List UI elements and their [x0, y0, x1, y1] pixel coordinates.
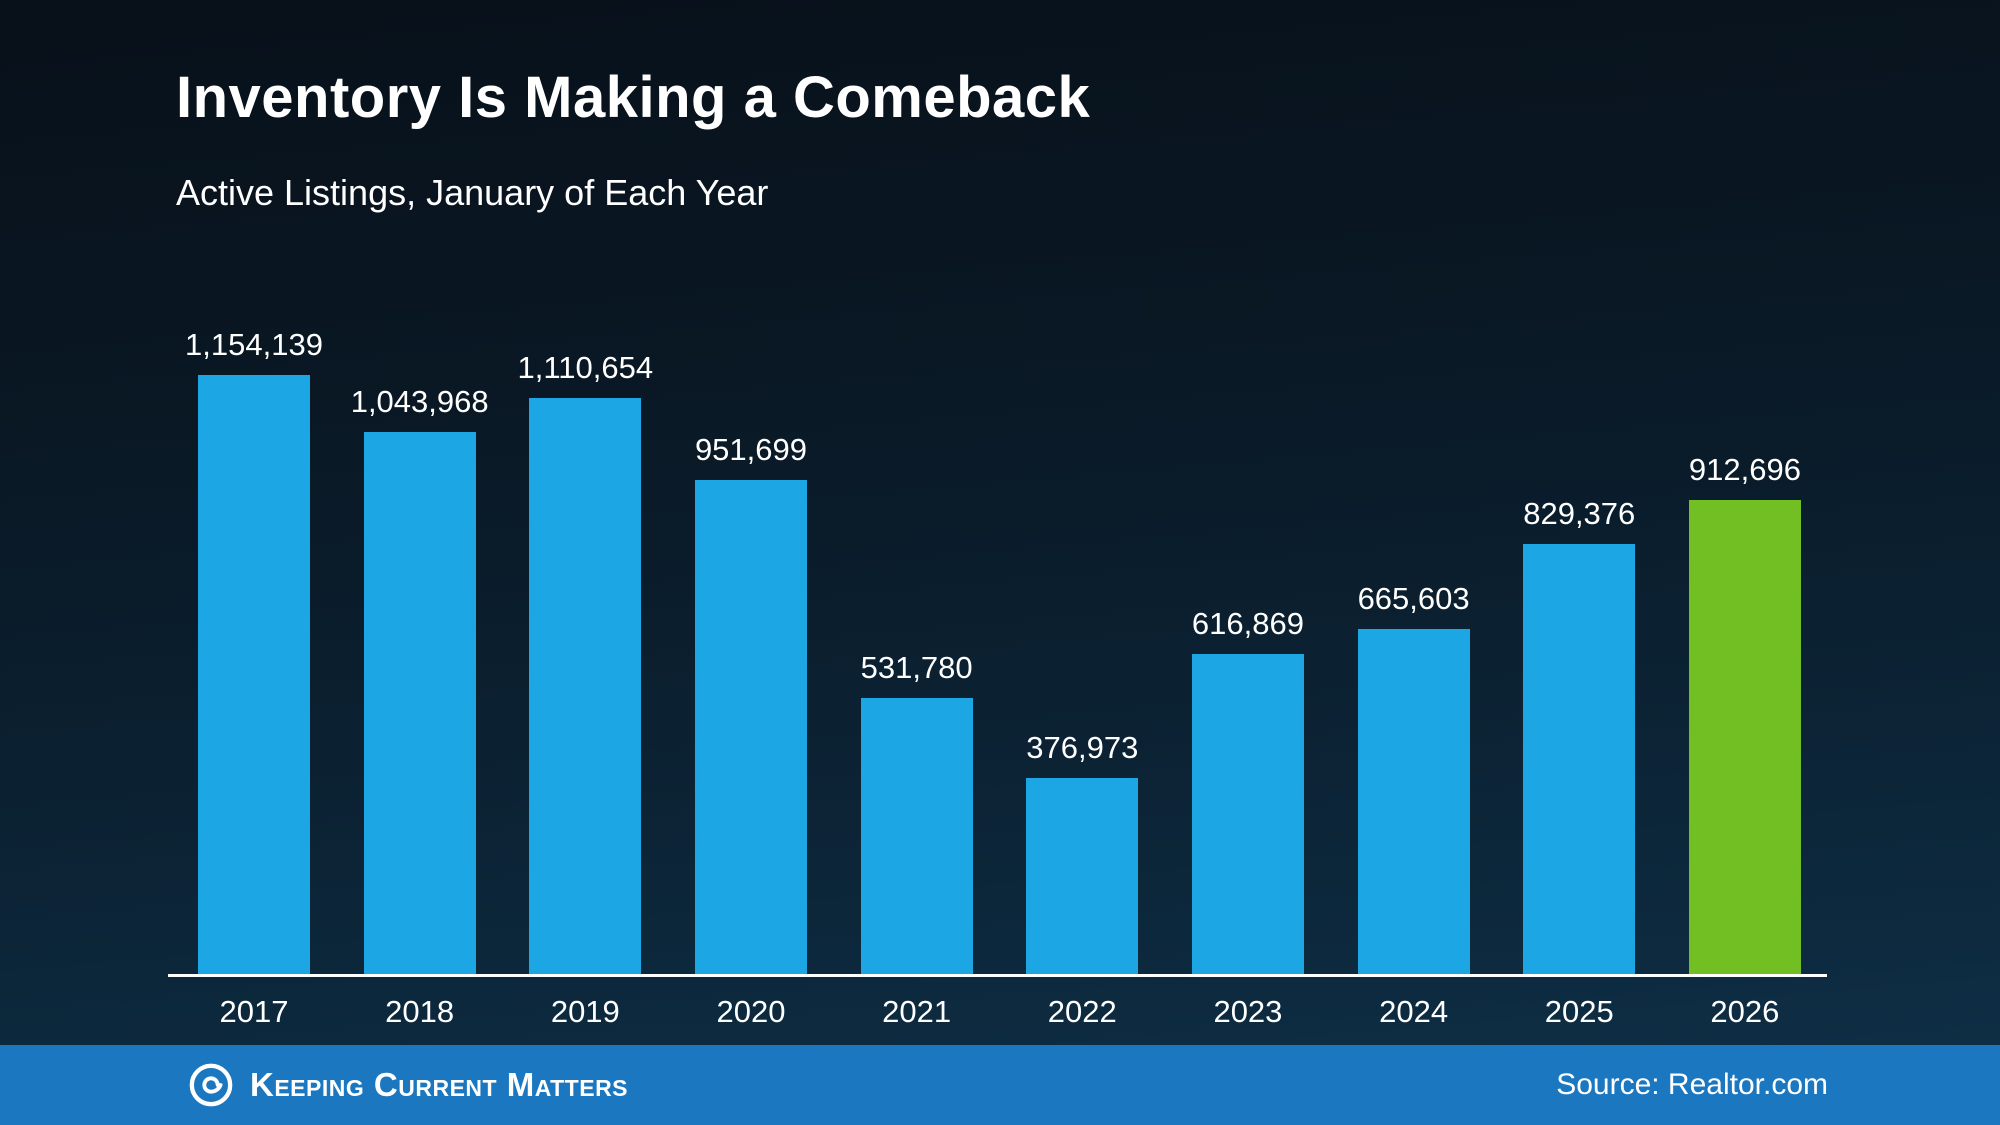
x-axis-label-2017: 2017: [219, 994, 289, 1029]
bar: [1523, 544, 1636, 974]
bar-group-2018: 1,043,968: [351, 384, 489, 974]
x-axis-label-2026: 2026: [1710, 994, 1780, 1029]
bar-value-label: 616,869: [1191, 606, 1304, 641]
bar-value-label: 665,603: [1357, 581, 1470, 616]
bar-group-2024: 665,603: [1358, 581, 1470, 974]
bar-group-2023: 616,869: [1192, 606, 1304, 974]
bar-group-2021: 531,780: [861, 650, 973, 974]
x-axis-line: [168, 974, 1827, 977]
bar-value-label: 829,376: [1523, 496, 1636, 531]
bar: [1357, 629, 1470, 974]
chart-subtitle: Active Listings, January of Each Year: [176, 172, 769, 213]
bar: [694, 480, 807, 974]
source-credit: Source: Realtor.com: [1556, 1068, 1828, 1101]
bar: [529, 398, 642, 974]
bar-value-label: 1,110,654: [517, 350, 654, 385]
x-axis-label-2019: 2019: [550, 994, 620, 1029]
x-axis-label-2020: 2020: [716, 994, 786, 1029]
x-axis-label-2024: 2024: [1379, 994, 1449, 1029]
bar-group-2017: 1,154,139: [185, 327, 323, 974]
x-axis-label-2025: 2025: [1544, 994, 1614, 1029]
bar: [198, 375, 310, 974]
page-title: Inventory Is Making a Comeback: [176, 65, 1091, 130]
bar-value-label: 531,780: [860, 650, 973, 685]
bar-value-label: 912,696: [1688, 452, 1801, 487]
x-axis-label-2021: 2021: [882, 994, 952, 1029]
bar-value-label: 1,154,139: [185, 327, 323, 362]
bar-value-label: 1,043,968: [350, 384, 489, 419]
bar-group-2025: 829,376: [1523, 496, 1635, 974]
bar-group-2022: 376,973: [1026, 730, 1138, 974]
bar: [363, 432, 476, 974]
footer-bar: Keeping Current Matters Source: Realtor.…: [0, 1045, 2000, 1125]
x-axis-label-2023: 2023: [1213, 994, 1283, 1029]
bar-group-2020: 951,699: [695, 432, 807, 974]
bar: [1191, 654, 1304, 974]
x-axis-label-2022: 2022: [1047, 994, 1117, 1029]
bar-chart: 1,154,139 1,043,968 1,110,654 951,699 531,78…: [185, 327, 1801, 974]
x-axis-label-2018: 2018: [385, 994, 455, 1029]
x-axis-labels: 2017 2018 2019 2020 2021 2022 2023 2024 2025 2026: [198, 994, 1801, 1030]
bar-value-label: 951,699: [694, 432, 807, 467]
brand: Keeping Current Matters: [188, 1062, 628, 1108]
bar-highlighted: [1688, 500, 1801, 974]
bar-group-2026: 912,696: [1689, 452, 1801, 974]
brand-name: Keeping Current Matters: [250, 1066, 629, 1103]
bar-value-label: 376,973: [1026, 730, 1139, 765]
bar: [860, 698, 973, 974]
bar: [1026, 778, 1139, 974]
bar-group-2019: 1,110,654: [518, 350, 653, 974]
kcm-swirl-logo-icon: [189, 1063, 233, 1107]
